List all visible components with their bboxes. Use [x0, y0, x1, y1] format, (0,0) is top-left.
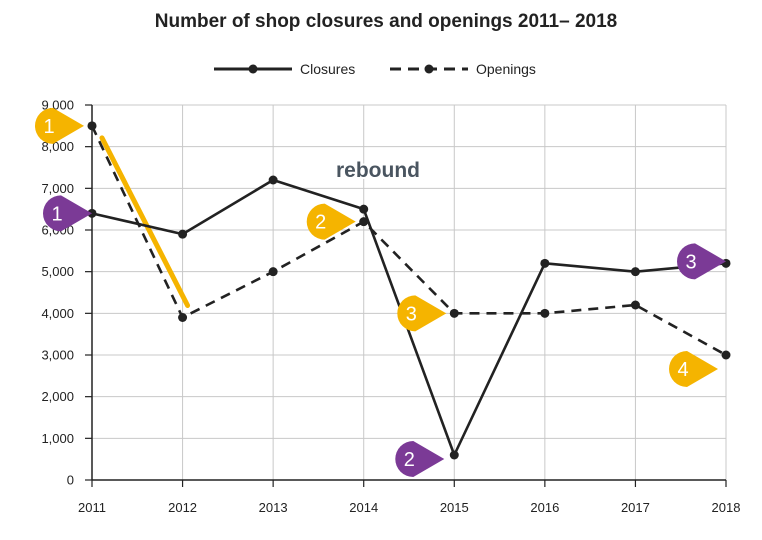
openings-marker-1: 1	[34, 107, 84, 144]
highlight-stroke	[99, 135, 191, 308]
closures-marker-2-shape	[395, 441, 445, 477]
legend-openings-marker	[424, 64, 434, 74]
legend-openings-label: Openings	[476, 61, 536, 77]
data-point-openings	[630, 300, 640, 310]
openings-marker-4: 4	[669, 351, 718, 387]
data-point-openings	[721, 350, 731, 360]
x-tick-label: 2011	[78, 500, 106, 515]
openings-marker-2-label: 2	[315, 212, 326, 234]
legend-closures-marker	[248, 64, 258, 74]
data-point-openings	[359, 217, 369, 227]
series	[87, 121, 731, 460]
data-point-openings	[268, 267, 278, 277]
closures-marker-3-shape	[677, 243, 726, 280]
y-tick-label: 1,000	[41, 431, 74, 446]
closures-marker-3-label: 3	[685, 251, 696, 273]
openings-marker-3-label: 3	[406, 303, 417, 325]
chart-title: Number of shop closures and openings 201…	[155, 11, 618, 32]
closures-marker-2: 2	[395, 441, 445, 477]
closures-marker-1-shape	[43, 195, 92, 232]
legend-closures-label: Closures	[300, 61, 355, 77]
x-tick-label: 2013	[259, 500, 288, 515]
data-point-openings	[540, 308, 550, 318]
data-point-closures	[630, 267, 640, 277]
openings-marker-3-shape	[397, 295, 447, 332]
y-tick-label: 3,000	[41, 348, 74, 363]
x-tick-label: 2012	[168, 500, 197, 515]
y-tick-label: 0	[67, 473, 74, 488]
closures-marker-3: 3	[677, 243, 726, 280]
y-tick-label: 2,000	[41, 389, 74, 404]
legend: Closures Openings	[214, 61, 536, 77]
closures-marker-2-label: 2	[404, 449, 415, 471]
x-tick-label: 2015	[440, 500, 469, 515]
data-point-closures	[268, 175, 278, 185]
openings-marker-4-label: 4	[677, 359, 688, 381]
data-point-closures	[178, 229, 188, 239]
data-point-openings	[87, 121, 97, 131]
y-tick-label: 5,000	[41, 264, 74, 279]
annotations: 1 2 3 4 1 2 3 rebound	[34, 107, 726, 477]
data-point-openings	[449, 308, 459, 318]
data-point-closures	[449, 450, 459, 460]
openings-marker-2-shape	[306, 203, 356, 240]
data-point-openings	[178, 313, 188, 322]
series-line-closures	[91, 178, 727, 457]
y-tick-label: 4,000	[41, 306, 74, 321]
openings-marker-4-shape	[669, 351, 718, 387]
x-tick-label: 2016	[530, 500, 559, 515]
openings-marker-1-shape	[34, 107, 84, 144]
openings-marker-2: 2	[306, 203, 356, 240]
x-tick-label: 2018	[712, 500, 741, 515]
axes: 01,0002,0003,0004,0005,0006,0007,0008,00…	[41, 98, 740, 516]
closures-marker-1-label: 1	[51, 203, 62, 225]
data-point-closures	[359, 204, 369, 214]
openings-marker-1-label: 1	[43, 116, 54, 138]
annotation-rebound: rebound	[336, 159, 420, 182]
closures-marker-1: 1	[43, 195, 92, 232]
openings-marker-3: 3	[397, 295, 447, 332]
x-tick-label: 2014	[349, 500, 378, 515]
data-point-closures	[540, 258, 550, 268]
series-line-openings	[90, 125, 727, 357]
y-tick-label: 7,000	[41, 181, 74, 196]
x-tick-label: 2017	[621, 500, 650, 515]
